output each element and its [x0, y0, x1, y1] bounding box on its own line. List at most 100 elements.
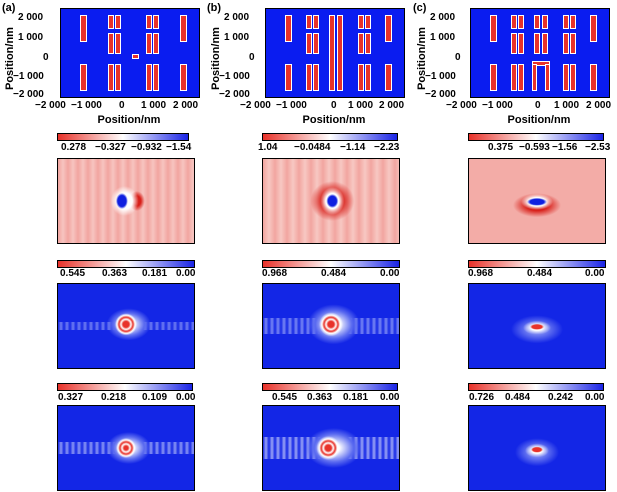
y-tick-a-4: −2 000: [13, 89, 44, 100]
rod: [511, 64, 517, 91]
x-tick-c-1: −1 000: [482, 100, 513, 111]
colorbar-tick: −2.23: [374, 142, 400, 153]
rod: [511, 15, 517, 29]
colorbar-tick: 0.484: [321, 268, 347, 279]
defect-rod: [545, 64, 550, 91]
rod: [518, 33, 524, 54]
rod: [80, 64, 87, 91]
rod: [534, 15, 540, 29]
colorbar-tick: 0.00: [380, 268, 400, 279]
colorbar-row1-a: [57, 133, 189, 141]
colorbar-tick: 0.968: [262, 268, 288, 279]
defect-rod: [132, 54, 139, 59]
rod: [306, 15, 312, 29]
layout-plot-a: [60, 8, 200, 98]
field-map-row1-c: [468, 158, 606, 244]
rod: [313, 64, 319, 91]
colorbar-tick: −0.0484: [294, 142, 331, 153]
colorbar-tick: 0.968: [468, 268, 494, 279]
long-rod: [337, 15, 343, 91]
rod: [306, 33, 312, 54]
y-tick-c-2: 0: [455, 52, 461, 63]
rod: [570, 64, 576, 91]
field-map-row3-b: [262, 405, 400, 491]
rod: [563, 33, 569, 54]
x-axis-title-c: Position/nm: [507, 114, 571, 126]
panel-label-b: (b): [207, 2, 222, 14]
colorbar-row1-b: [262, 133, 398, 141]
rod: [306, 64, 312, 91]
colorbar-row3-b: [262, 383, 398, 391]
y-tick-c-0: 2 000: [430, 12, 456, 23]
rod: [518, 64, 524, 91]
rod: [180, 15, 187, 42]
colorbar-tick: 0.00: [585, 268, 605, 279]
rod: [80, 15, 87, 42]
colorbar-tick: 0.484: [527, 268, 553, 279]
colorbar-tick: 0.181: [343, 392, 369, 403]
colorbar-tick: −0.593: [519, 142, 550, 153]
y-tick-a-0: 2 000: [18, 12, 44, 23]
colorbar-tick: −1.14: [340, 142, 366, 153]
field-map-row3-c: [468, 405, 606, 491]
colorbar-tick: 0.218: [101, 392, 127, 403]
rod: [108, 33, 114, 54]
colorbar-tick: −2.53: [585, 142, 611, 153]
field-map-row1-a: [57, 158, 195, 244]
y-tick-c-1: 1 000: [430, 32, 456, 43]
rod: [590, 15, 597, 42]
rod: [358, 15, 364, 29]
colorbar-tick: 0.00: [176, 392, 196, 403]
rod: [153, 33, 159, 54]
x-axis-title-a: Position/nm: [97, 114, 161, 126]
colorbar-tick: 0.545: [272, 392, 298, 403]
colorbar-tick: 0.181: [142, 268, 168, 279]
x-tick-a-2: 0: [119, 100, 125, 111]
y-tick-b-2: 0: [249, 52, 255, 63]
defect-rod: [532, 64, 537, 91]
colorbar-tick: 0.00: [585, 392, 605, 403]
colorbar-tick: 0.00: [380, 392, 400, 403]
colorbar-row1-c: [468, 133, 604, 141]
rod: [542, 33, 548, 54]
x-axis-title-b: Position/nm: [302, 114, 366, 126]
x-tick-b-2: 0: [331, 100, 337, 111]
colorbar-tick: −1.56: [552, 142, 578, 153]
y-tick-a-1: 1 000: [18, 32, 44, 43]
colorbar-tick: 0.109: [142, 392, 168, 403]
field-map-row2-a: [57, 283, 195, 369]
layout-plot-b: [265, 8, 405, 98]
colorbar-row3-a: [57, 383, 193, 391]
x-tick-c-2: 0: [535, 100, 541, 111]
colorbar-tick: 0.363: [102, 268, 128, 279]
rod: [563, 15, 569, 29]
x-tick-b-3: 1 000: [348, 100, 374, 111]
colorbar-tick: 0.363: [307, 392, 333, 403]
rod: [365, 15, 371, 29]
rod: [153, 15, 159, 29]
x-tick-a-3: 1 000: [141, 100, 167, 111]
colorbar-tick: −0.932: [131, 142, 162, 153]
rod: [180, 64, 187, 91]
x-tick-a-4: 2 000: [173, 100, 199, 111]
x-tick-a-1: −1 000: [71, 100, 102, 111]
rod: [108, 15, 114, 29]
rod: [518, 15, 524, 29]
y-tick-c-3: −1 000: [425, 71, 456, 82]
x-tick-c-0: −2 000: [446, 100, 477, 111]
long-rod: [329, 15, 335, 91]
layout-plot-c: [470, 8, 610, 98]
rod: [285, 64, 292, 91]
colorbar-tick: 0.278: [61, 142, 87, 153]
x-tick-a-0: −2 000: [35, 100, 66, 111]
rod: [146, 33, 152, 54]
rod: [285, 15, 292, 42]
rod: [115, 15, 121, 29]
y-tick-b-0: 2 000: [224, 12, 250, 23]
panel-label-a: (a): [2, 2, 16, 14]
field-map-row2-b: [262, 283, 400, 369]
rod: [313, 15, 319, 29]
colorbar-tick: 0.545: [60, 268, 86, 279]
field-map-row2-c: [468, 283, 606, 369]
rod: [490, 15, 497, 42]
